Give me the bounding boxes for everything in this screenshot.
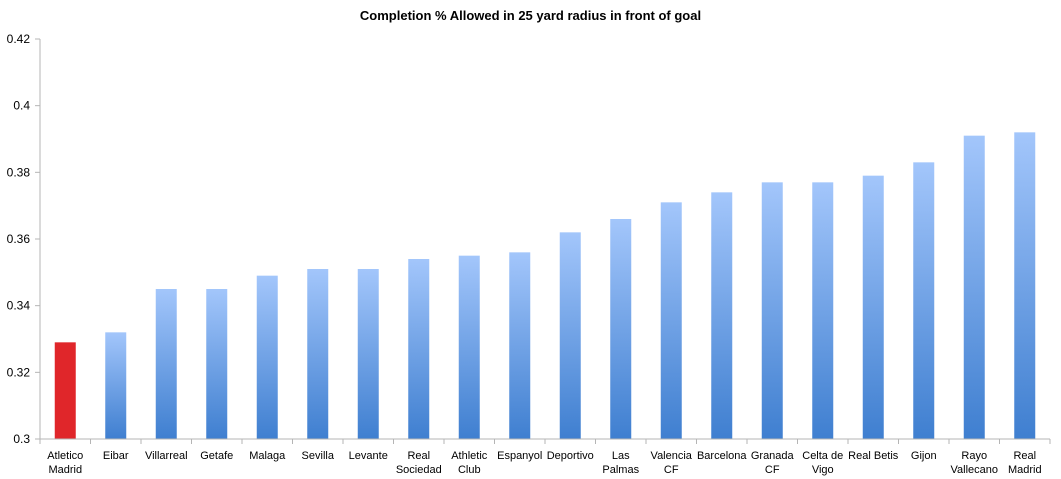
x-category-label: Sevilla <box>302 450 335 462</box>
chart-title: Completion % Allowed in 25 yard radius i… <box>359 8 702 23</box>
x-category-label-line: Club <box>458 464 481 476</box>
x-category-label: Barcelona <box>697 450 747 462</box>
x-category-label: Real Madrid <box>1008 450 1042 476</box>
bar-levante <box>357 269 379 439</box>
x-category-label-line: Las <box>612 450 630 462</box>
x-category-label-line: Espanyol <box>497 450 542 462</box>
y-axis: 0.3 0.32 0.34 0.36 0.38 0.4 0.42 <box>7 32 41 446</box>
x-category-label-line: Madrid <box>48 464 82 476</box>
x-category-label: Gijon <box>911 450 937 462</box>
bar-real-sociedad <box>408 259 430 439</box>
bars <box>54 132 1036 440</box>
bar-malaga <box>256 275 278 439</box>
x-category-label-line: CF <box>664 464 679 476</box>
x-category-label: Espanyol <box>497 450 542 462</box>
y-tick-label: 0.36 <box>7 232 31 246</box>
x-category-label-line: Vallecano <box>951 464 999 476</box>
bar-gijon <box>913 162 935 440</box>
bar-atletico-madrid <box>54 342 76 439</box>
x-category-label-line: Barcelona <box>697 450 747 462</box>
x-category-label-line: Real <box>1013 450 1036 462</box>
x-category-label-line: Malaga <box>249 450 286 462</box>
x-category-label-line: Celta de <box>802 450 843 462</box>
bar-real-betis <box>862 175 884 439</box>
bar-granada-cf <box>761 182 783 440</box>
x-category-label-line: Levante <box>349 450 388 462</box>
bar-espanyol <box>509 252 531 439</box>
x-category-label-line: Getafe <box>200 450 233 462</box>
bar-athletic-club <box>458 255 480 439</box>
bar-eibar <box>105 332 127 439</box>
x-category-label: Atletico Madrid <box>47 450 83 476</box>
y-tick-label: 0.32 <box>7 365 31 379</box>
x-category-label-line: Granada <box>751 450 795 462</box>
x-category-label: Malaga <box>249 450 286 462</box>
x-category-label-line: Real <box>407 450 430 462</box>
bar-villarreal <box>155 289 177 439</box>
bar-las-palmas <box>610 219 632 439</box>
bar-rayo-vallecano <box>963 135 985 439</box>
x-category-label: Real Betis <box>848 450 899 462</box>
x-category-label: Villarreal <box>145 450 188 462</box>
x-axis: Atletico Madrid Eibar Villarreal Getafe Malag… <box>39 438 1051 476</box>
y-tick-label: 0.3 <box>13 432 30 446</box>
bar-deportivo <box>559 232 581 439</box>
x-category-label-line: Eibar <box>103 450 129 462</box>
bar-celta-de-vigo <box>812 182 834 440</box>
x-category-label-line: Sociedad <box>396 464 442 476</box>
x-category-label-line: Vigo <box>812 464 834 476</box>
x-category-label: Getafe <box>200 450 233 462</box>
x-category-label: Athletic Club <box>451 450 488 476</box>
x-category-label-line: Rayo <box>961 450 987 462</box>
x-category-label: Real Sociedad <box>396 450 442 476</box>
bar-getafe <box>206 289 228 439</box>
y-tick-label: 0.4 <box>13 99 30 113</box>
bar-real-madrid <box>1014 132 1036 440</box>
bar-sevilla <box>307 269 329 439</box>
x-category-label: Granada CF <box>751 450 795 476</box>
x-category-label-line: Gijon <box>911 450 937 462</box>
y-tick-label: 0.34 <box>7 299 31 313</box>
x-category-label-line: Deportivo <box>547 450 594 462</box>
y-tick-label: 0.38 <box>7 165 31 179</box>
x-category-label-line: Athletic <box>451 450 488 462</box>
x-category-label-line: Madrid <box>1008 464 1042 476</box>
x-category-label: Eibar <box>103 450 129 462</box>
x-category-label: Celta de Vigo <box>802 450 843 476</box>
x-category-label: Las Palmas <box>602 450 639 476</box>
x-category-label-line: CF <box>765 464 780 476</box>
x-category-label-line: Palmas <box>602 464 639 476</box>
x-category-label-line: Sevilla <box>302 450 335 462</box>
x-category-label: Levante <box>349 450 388 462</box>
bar-barcelona <box>711 192 733 439</box>
x-category-label-line: Valencia <box>651 450 693 462</box>
x-category-label: Valencia CF <box>651 450 693 476</box>
x-category-label: Deportivo <box>547 450 594 462</box>
x-category-label-line: Atletico <box>47 450 83 462</box>
x-category-label-line: Real Betis <box>848 450 899 462</box>
bar-valencia-cf <box>660 202 682 439</box>
y-tick-label: 0.42 <box>7 32 31 46</box>
x-category-label-line: Villarreal <box>145 450 188 462</box>
x-category-label: Rayo Vallecano <box>951 450 999 476</box>
